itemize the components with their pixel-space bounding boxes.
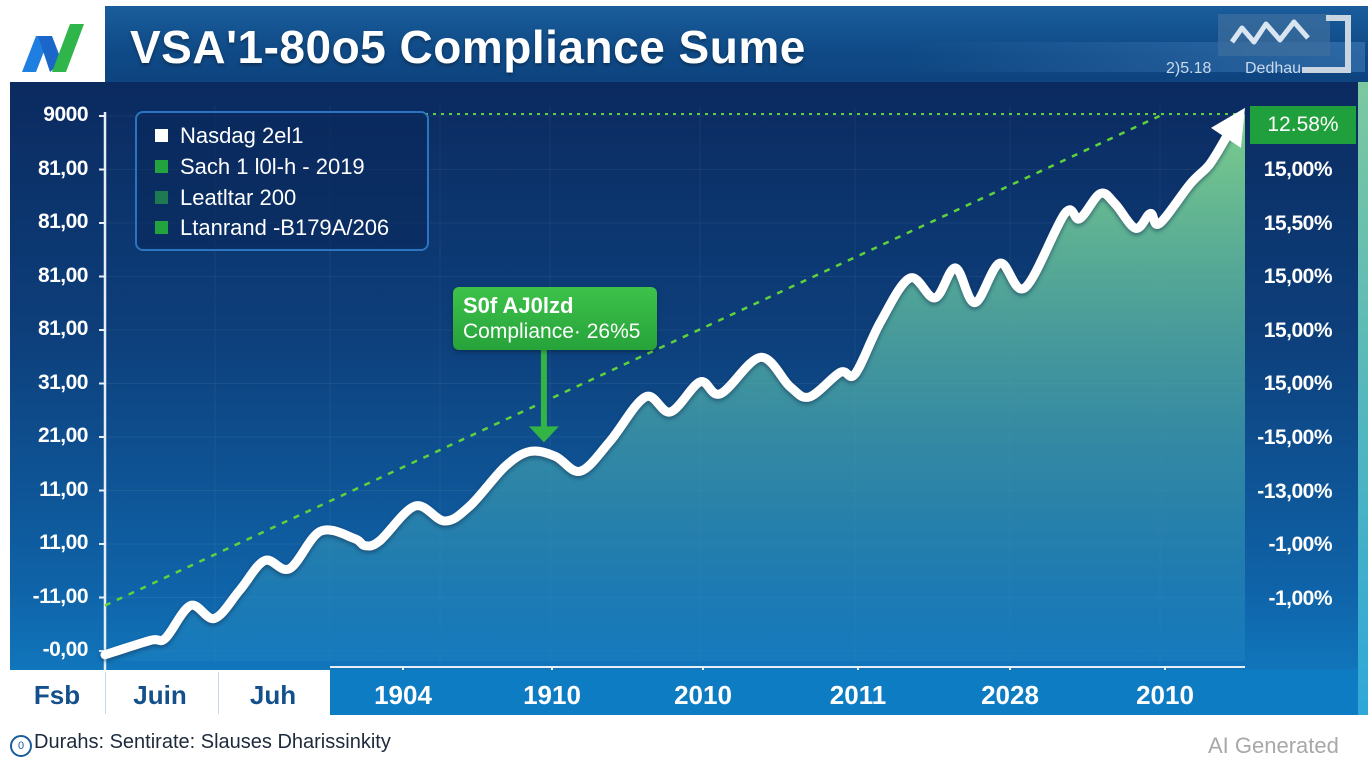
- legend-item[interactable]: Leatltar 200: [155, 185, 296, 211]
- annotation-callout: S0f AJ0lzd Compliance· 26%5: [453, 287, 657, 350]
- panel-edge: [1358, 82, 1368, 715]
- y-right-tick-label: 15,00%: [1263, 265, 1333, 289]
- y-right-tick-label: -15,00%: [1257, 426, 1332, 449]
- legend-label: Sach 1 l0l-h - 2019: [180, 154, 365, 179]
- annotation-arrow-shaft: [540, 350, 547, 429]
- y-right-tick-label: -1,00%: [1268, 586, 1332, 610]
- footer-note: 0 Durahs: Sentirate: Slauses Dharissinkit…: [10, 731, 391, 757]
- x-axis-separator: [218, 672, 219, 714]
- legend-item[interactable]: Sach 1 l0l-h - 2019: [155, 154, 365, 180]
- current-value-label: 12.58%: [1267, 113, 1339, 136]
- x-axis-separator: [105, 672, 106, 714]
- y-tick-label: -11,00: [32, 584, 89, 608]
- annotation-arrow-icon: [528, 350, 559, 443]
- x-axis-band-light: [10, 670, 330, 715]
- x-tick-label: 1910: [523, 680, 581, 710]
- y-tick-label: 31,00: [37, 370, 89, 394]
- badge-value: 2)5.18: [1166, 60, 1212, 77]
- page-title: VSA'1-80o5 Compliance Sume: [130, 21, 806, 73]
- legend-item[interactable]: Ltanrand -B179A/206: [155, 215, 389, 241]
- legend-item[interactable]: Nasdag 2el1: [155, 123, 304, 149]
- y-right-tick-label: 15,00%: [1263, 372, 1333, 396]
- header: VSA'1-80o5 Compliance Sume 2)5.18 Dedhau: [0, 0, 1368, 82]
- y-tick-label: -0,00: [42, 638, 89, 661]
- legend-swatch: [155, 160, 168, 173]
- y-axis: [99, 112, 107, 691]
- annotation-title: S0f AJ0lzd: [463, 293, 574, 318]
- y-right-tick-label: 15,00%: [1263, 318, 1333, 342]
- legend-swatch: [155, 191, 168, 204]
- y-right-tick-label: 15,00%: [1263, 158, 1333, 181]
- y-right-tick-label: -1,00%: [1268, 533, 1332, 557]
- y-tick-label: 11,00: [39, 477, 88, 501]
- legend-label: Ltanrand -B179A/206: [180, 215, 390, 240]
- series-area: [105, 113, 1245, 661]
- legend-swatch: [155, 129, 168, 142]
- y-tick-label: 21,00: [37, 424, 89, 447]
- footer-text: Durahs: Sentirate: Slauses Dharissinkity: [34, 731, 391, 753]
- title-bar: [105, 6, 1368, 82]
- x-tick-label: Juh: [249, 680, 297, 710]
- x-tick-label: 1904: [374, 680, 432, 710]
- badge-label: Dedhau: [1245, 60, 1302, 77]
- y-tick-label: 81,00: [37, 156, 89, 180]
- x-axis-band-dark: [330, 670, 1358, 715]
- y-tick-label: 81,00: [37, 210, 89, 233]
- series-line: [100, 131, 1232, 660]
- annotation-arrow-head: [528, 426, 559, 443]
- x-tick-label: 2011: [829, 680, 887, 710]
- legend-swatch: [155, 221, 168, 234]
- info-circle-icon: 0: [10, 735, 32, 757]
- logo: [10, 8, 105, 82]
- y-right-tick-label: -13,00%: [1257, 479, 1332, 503]
- watermark: AI Generated: [1208, 733, 1339, 758]
- y-tick-label: 81,00: [37, 263, 89, 287]
- legend-label: Leatltar 200: [180, 185, 297, 210]
- current-value-badge: 12.58%: [1250, 106, 1356, 144]
- y-right-tick-label: 15,50%: [1263, 211, 1333, 235]
- x-tick-label: 2010: [1136, 680, 1194, 710]
- legend-label: Nasdag 2el1: [180, 123, 304, 148]
- annotation-subtitle: Compliance· 26%5: [463, 320, 641, 343]
- y-tick-label: 11,00: [39, 531, 88, 554]
- chart-logo-icon: [22, 24, 84, 72]
- x-tick-label: Juin: [133, 680, 187, 710]
- badge: [1218, 12, 1354, 74]
- legend: Nasdag 2el1 Sach 1 l0l-h - 2019 Leatltar…: [135, 111, 429, 251]
- trend-arrowhead-icon: [1211, 107, 1245, 148]
- x-tick-label: Fsb: [33, 680, 81, 710]
- wave-logo-icon: [1218, 14, 1351, 73]
- y-tick-label: 81,00: [37, 317, 89, 340]
- y-tick-label: 9000: [43, 103, 88, 126]
- x-tick-label: 2010: [674, 680, 732, 710]
- x-tick-label: 2028: [981, 680, 1039, 710]
